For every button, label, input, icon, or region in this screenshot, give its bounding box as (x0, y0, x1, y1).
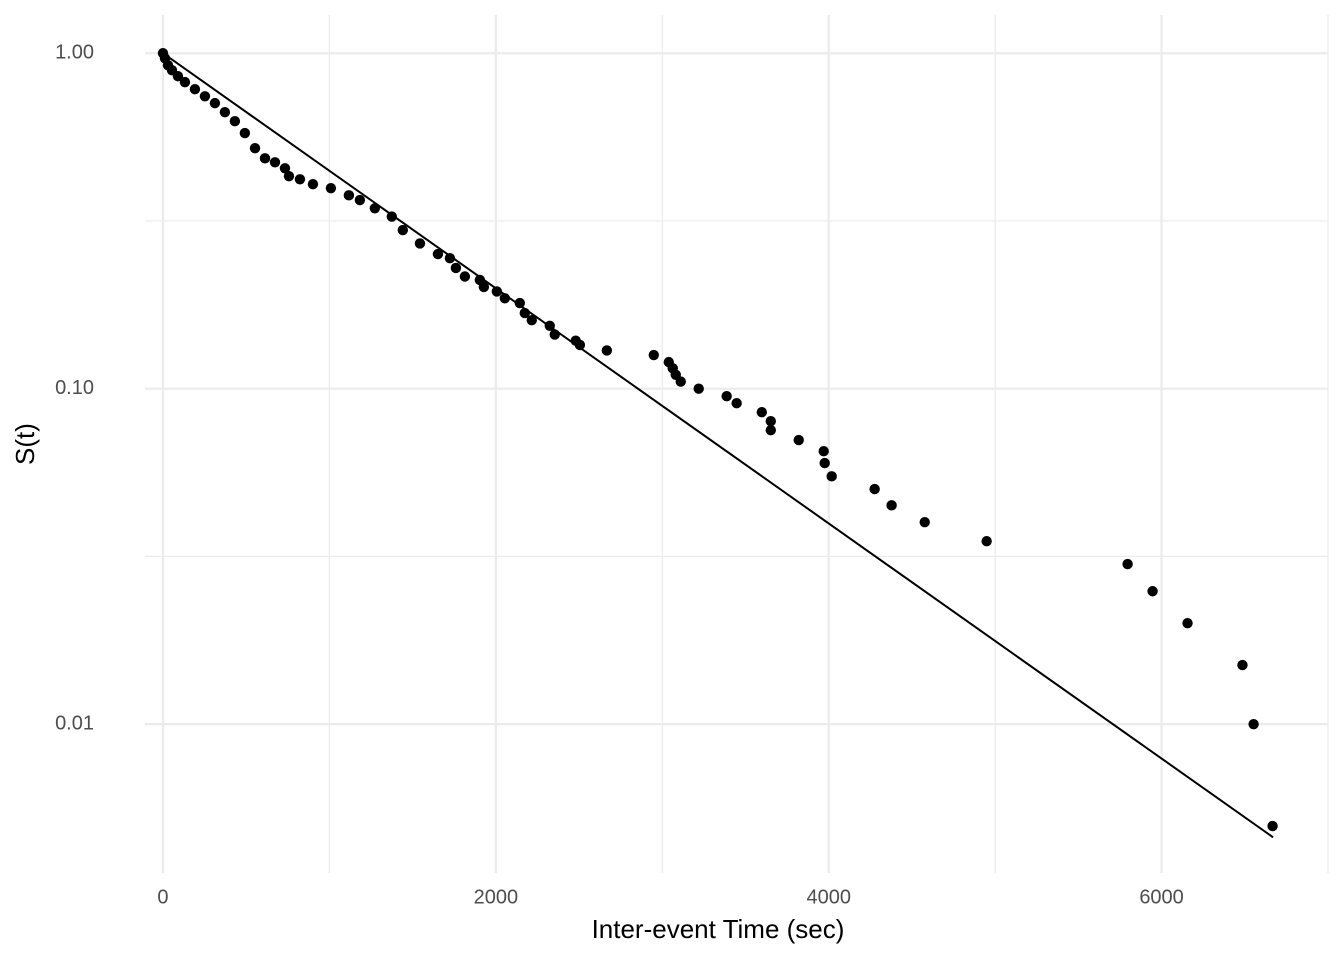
point (249, 143, 261, 154)
point (574, 339, 586, 351)
point (386, 211, 398, 222)
x-tick-label: 0 (157, 886, 168, 908)
point (526, 315, 537, 326)
point (886, 500, 897, 511)
point (721, 390, 732, 402)
x-tick-label: 2000 (474, 886, 519, 908)
point (239, 127, 251, 139)
point (869, 483, 880, 495)
point (819, 457, 830, 469)
point (209, 97, 221, 109)
point (693, 383, 704, 394)
point (1147, 586, 1158, 597)
point (199, 91, 211, 102)
point (307, 178, 319, 190)
point (478, 281, 490, 293)
point (1237, 659, 1248, 671)
point (793, 434, 804, 446)
point (1248, 718, 1259, 730)
point (279, 163, 291, 174)
point (519, 307, 530, 319)
point (179, 76, 191, 88)
point (648, 349, 659, 361)
point (450, 262, 462, 274)
point (731, 398, 742, 409)
point (219, 107, 231, 118)
point (325, 182, 337, 194)
point (981, 536, 992, 547)
point (675, 376, 686, 387)
x-tick-label: 6000 (1139, 886, 1184, 908)
point (259, 153, 271, 164)
point (765, 425, 776, 436)
point (343, 190, 355, 201)
grid (145, 15, 1329, 873)
point (269, 157, 281, 168)
point (414, 238, 426, 249)
point (444, 252, 456, 264)
x-tick-label: 4000 (806, 886, 851, 908)
point (491, 286, 503, 297)
y-tick-label: 0.10 (55, 377, 94, 399)
point (601, 345, 613, 356)
point (549, 329, 560, 340)
point (354, 194, 366, 206)
point (189, 84, 201, 95)
y-axis-title: S(t) (10, 423, 40, 465)
point (1182, 617, 1193, 629)
point (756, 406, 767, 418)
point (369, 203, 381, 214)
y-tick-label: 0.01 (55, 712, 94, 734)
marks (157, 48, 1278, 839)
point (397, 224, 409, 236)
point (919, 516, 930, 528)
point (1122, 558, 1133, 570)
point (499, 293, 511, 304)
x-axis-title: Inter-event Time (sec) (592, 914, 845, 944)
point (514, 297, 526, 309)
point (459, 271, 471, 282)
point (826, 471, 837, 482)
point (818, 446, 829, 457)
point (432, 248, 444, 260)
point (283, 170, 295, 182)
point (765, 415, 776, 427)
y-tick-label: 1.00 (55, 42, 94, 64)
fit-line (162, 52, 1274, 839)
point (1267, 820, 1278, 832)
point (229, 116, 241, 127)
point (172, 71, 184, 82)
point (294, 174, 306, 185)
point (544, 320, 555, 331)
